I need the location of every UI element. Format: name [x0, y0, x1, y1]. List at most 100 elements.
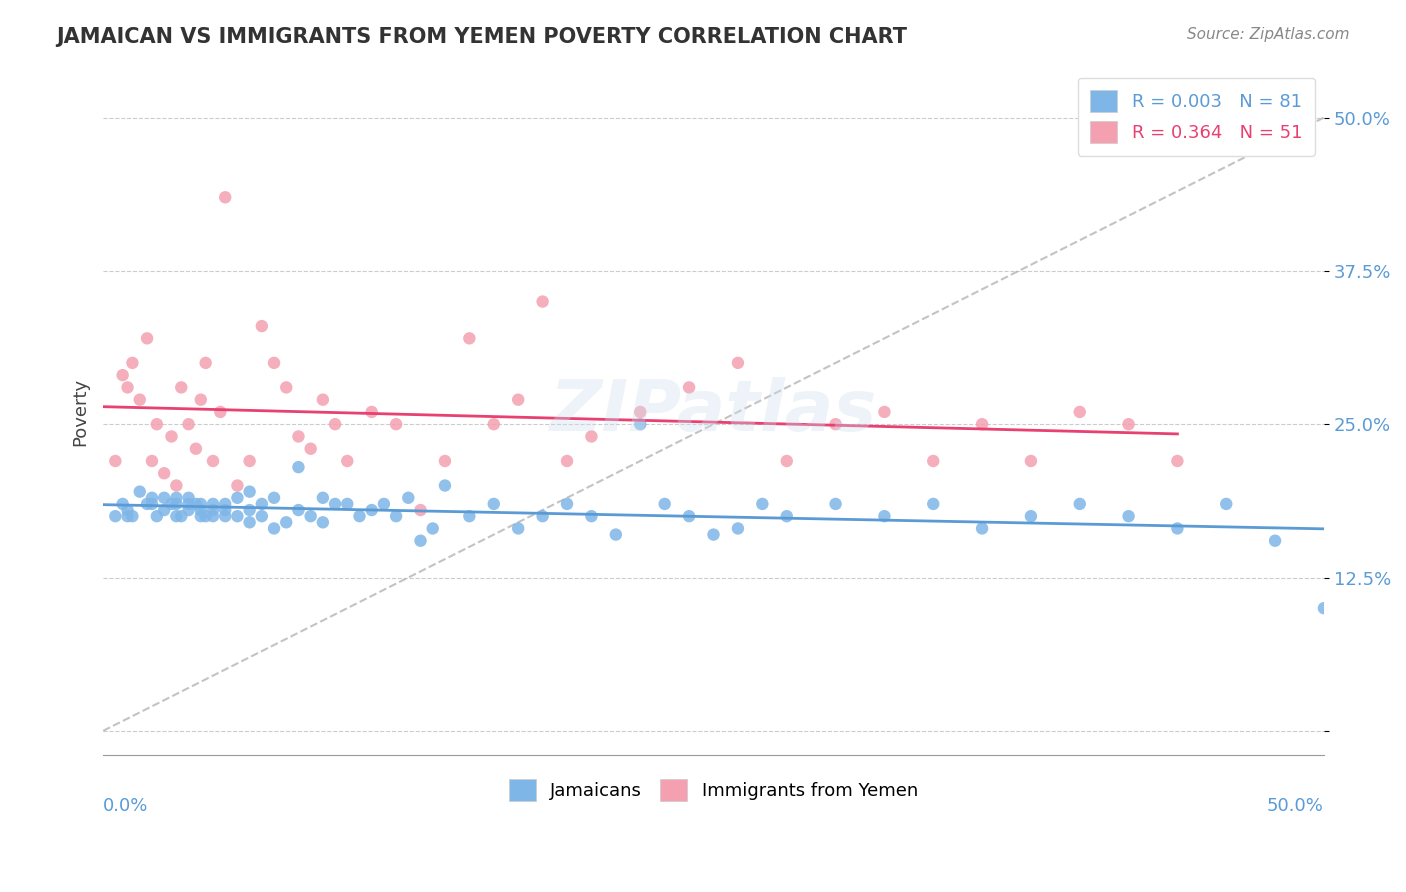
Point	[165, 509, 187, 524]
Point	[323, 417, 346, 432]
Point	[422, 521, 444, 535]
Point	[226, 491, 249, 505]
Point	[1166, 454, 1188, 468]
Point	[214, 190, 236, 204]
Point	[111, 497, 134, 511]
Point	[201, 454, 224, 468]
Point	[581, 509, 603, 524]
Point	[184, 442, 207, 456]
Point	[263, 356, 285, 370]
Text: Source: ZipAtlas.com: Source: ZipAtlas.com	[1187, 27, 1350, 42]
Point	[250, 497, 273, 511]
Point	[136, 497, 159, 511]
Point	[153, 491, 176, 505]
Point	[239, 484, 262, 499]
Point	[250, 319, 273, 334]
Point	[396, 491, 419, 505]
Point	[287, 429, 309, 443]
Point	[128, 392, 150, 407]
Point	[165, 497, 187, 511]
Point	[873, 509, 896, 524]
Text: JAMAICAN VS IMMIGRANTS FROM YEMEN POVERTY CORRELATION CHART: JAMAICAN VS IMMIGRANTS FROM YEMEN POVERT…	[56, 27, 907, 46]
Point	[970, 521, 993, 535]
Point	[531, 294, 554, 309]
Point	[1264, 533, 1286, 548]
Point	[160, 429, 183, 443]
Point	[776, 509, 799, 524]
Point	[409, 503, 432, 517]
Point	[250, 509, 273, 524]
Point	[873, 405, 896, 419]
Point	[458, 509, 481, 524]
Point	[727, 521, 749, 535]
Point	[1019, 509, 1042, 524]
Point	[336, 497, 359, 511]
Point	[239, 503, 262, 517]
Point	[128, 484, 150, 499]
Point	[226, 509, 249, 524]
Point	[555, 454, 578, 468]
Point	[433, 454, 456, 468]
Point	[121, 356, 143, 370]
Point	[117, 380, 139, 394]
Point	[209, 405, 232, 419]
Point	[385, 417, 408, 432]
Point	[1019, 454, 1042, 468]
Point	[360, 503, 382, 517]
Point	[121, 509, 143, 524]
Text: 0.0%: 0.0%	[103, 797, 149, 814]
Point	[299, 509, 322, 524]
Point	[190, 392, 212, 407]
Point	[153, 503, 176, 517]
Point	[654, 497, 676, 511]
Text: 50.0%: 50.0%	[1267, 797, 1324, 814]
Point	[824, 497, 846, 511]
Point	[276, 380, 298, 394]
Point	[287, 503, 309, 517]
Point	[678, 380, 700, 394]
Point	[312, 491, 335, 505]
Point	[1118, 509, 1140, 524]
Point	[177, 497, 200, 511]
Point	[226, 478, 249, 492]
Point	[136, 331, 159, 345]
Point	[190, 509, 212, 524]
Point	[263, 521, 285, 535]
Point	[104, 454, 127, 468]
Point	[1166, 521, 1188, 535]
Point	[201, 509, 224, 524]
Point	[776, 454, 799, 468]
Point	[287, 460, 309, 475]
Point	[165, 478, 187, 492]
Point	[194, 509, 217, 524]
Point	[581, 429, 603, 443]
Point	[727, 356, 749, 370]
Point	[170, 380, 193, 394]
Point	[146, 417, 169, 432]
Point	[360, 405, 382, 419]
Point	[1313, 601, 1336, 615]
Point	[153, 467, 176, 481]
Point	[458, 331, 481, 345]
Point	[482, 497, 505, 511]
Point	[117, 503, 139, 517]
Point	[482, 417, 505, 432]
Point	[824, 417, 846, 432]
Point	[117, 509, 139, 524]
Point	[1069, 497, 1091, 511]
Point	[336, 454, 359, 468]
Point	[409, 533, 432, 548]
Point	[373, 497, 395, 511]
Point	[141, 491, 163, 505]
Point	[201, 497, 224, 511]
Point	[299, 442, 322, 456]
Point	[239, 516, 262, 530]
Point	[1118, 417, 1140, 432]
Point	[751, 497, 773, 511]
Point	[177, 503, 200, 517]
Point	[239, 454, 262, 468]
Point	[385, 509, 408, 524]
Point	[312, 516, 335, 530]
Legend: Jamaicans, Immigrants from Yemen: Jamaicans, Immigrants from Yemen	[502, 772, 925, 808]
Y-axis label: Poverty: Poverty	[72, 378, 89, 446]
